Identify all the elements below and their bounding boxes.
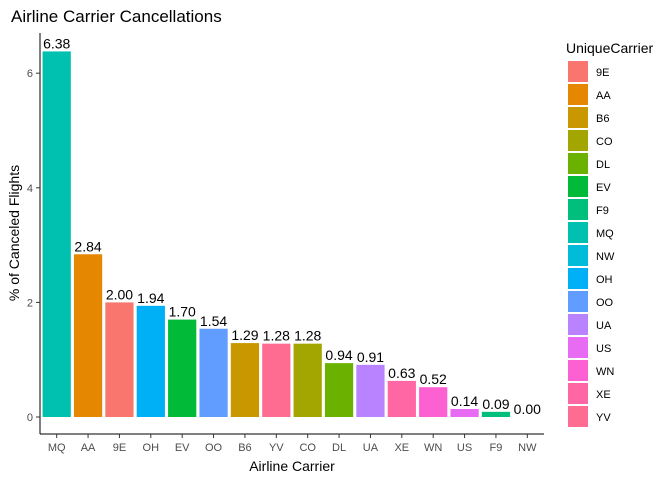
legend-swatch-yv — [568, 406, 588, 427]
legend-label-nw: NW — [596, 251, 615, 263]
y-tick-label: 6 — [27, 68, 33, 80]
bar-dl — [324, 363, 354, 417]
data-label-dl: 0.94 — [325, 347, 352, 363]
legend-label-aa: AA — [596, 90, 611, 102]
legend-label-wn: WN — [596, 366, 614, 378]
legend-swatch-f9 — [568, 199, 588, 220]
legend-swatch-b6 — [568, 107, 588, 128]
legend-swatch-ev — [568, 176, 588, 197]
bar-aa — [73, 254, 103, 417]
legend-label-xe: XE — [596, 389, 611, 401]
x-tick-label: MQ — [48, 442, 66, 454]
data-label-nw: 0.00 — [514, 401, 541, 417]
data-label-9e: 2.00 — [106, 286, 133, 302]
legend-swatch-oh — [568, 268, 588, 289]
x-tick-label: WN — [424, 442, 442, 454]
legend-items: 9E AA B6 CO DL EV F9 MQ NW OH OO UA US WN XE YV — [568, 61, 615, 427]
bar-xe — [387, 380, 416, 417]
data-label-us: 0.14 — [451, 393, 478, 409]
x-tick-label: YV — [269, 442, 284, 454]
chart-title: Airline Carrier Cancellations — [11, 7, 222, 26]
x-tick-label: CO — [299, 442, 316, 454]
legend-swatch-oo — [568, 291, 588, 312]
bar-b6 — [230, 343, 260, 417]
x-tick-label: OO — [205, 442, 223, 454]
x-tick-label: US — [457, 442, 472, 454]
bar-wn — [419, 387, 448, 417]
bar-us — [450, 408, 479, 417]
legend-label-oh: OH — [596, 274, 613, 286]
bar-mq — [42, 51, 71, 418]
bar-ua — [356, 364, 385, 417]
bar-co — [293, 343, 322, 417]
legend-label-f9: F9 — [596, 205, 609, 217]
data-label-ev: 1.70 — [169, 304, 196, 320]
y-tick-label: 2 — [27, 297, 33, 309]
x-tick-label: UA — [363, 442, 379, 454]
legend-label-oo: OO — [596, 297, 614, 309]
legend-swatch-wn — [568, 360, 588, 381]
x-axis-title: Airline Carrier — [249, 458, 335, 474]
x-tick-label: EV — [175, 442, 190, 454]
x-tick-label: XE — [394, 442, 409, 454]
legend-swatch-nw — [568, 245, 588, 266]
legend-swatch-mq — [568, 222, 588, 243]
bars-group — [42, 51, 511, 418]
legend-swatch-aa — [568, 84, 588, 105]
data-label-oo: 1.54 — [200, 313, 227, 329]
bar-f9 — [481, 411, 511, 417]
bar-9e — [105, 302, 134, 417]
x-tick-label: NW — [518, 442, 537, 454]
legend-swatch-dl — [568, 153, 588, 174]
data-label-ua: 0.91 — [357, 349, 384, 365]
legend-label-b6: B6 — [596, 113, 609, 125]
x-tick-label: AA — [81, 442, 96, 454]
legend-label-9e: 9E — [596, 67, 609, 79]
data-label-oh: 1.94 — [137, 290, 164, 306]
data-label-co: 1.28 — [294, 328, 321, 344]
bar-oo — [199, 328, 228, 417]
legend-swatch-9e — [568, 61, 588, 82]
x-tick-label: 9E — [113, 442, 126, 454]
data-label-xe: 0.63 — [388, 365, 415, 381]
data-labels-group: 6.382.842.00 1.941.701.541.29 1.28 1.280.94… — [43, 35, 541, 417]
data-label-aa: 2.84 — [74, 238, 101, 254]
legend-label-co: CO — [596, 136, 613, 148]
legend-swatch-us — [568, 337, 588, 358]
x-tick-label: OH — [143, 442, 160, 454]
legend-label-yv: YV — [596, 412, 611, 424]
x-tick-label: DL — [332, 442, 346, 454]
legend-title: UniqueCarrier — [566, 40, 653, 56]
data-label-yv: 1.28 — [263, 328, 290, 344]
y-tick-label: 0 — [27, 412, 33, 424]
y-tick-label: 4 — [27, 183, 33, 195]
y-axis-title: % of Canceled Flights — [6, 165, 22, 301]
legend-swatch-ua — [568, 314, 588, 335]
data-label-b6: 1.29 — [231, 327, 258, 343]
bar-ev — [168, 319, 197, 417]
legend: UniqueCarrier 9E AA B6 CO DL EV F9 MQ NW OH OO UA US… — [566, 40, 653, 427]
data-label-f9: 0.09 — [482, 396, 509, 412]
y-ticks-group: 0 2 4 6 — [27, 68, 40, 424]
legend-swatch-co — [568, 130, 588, 151]
bar-oh — [136, 305, 165, 417]
legend-label-ua: UA — [596, 320, 612, 332]
legend-label-dl: DL — [596, 159, 610, 171]
bar-yv — [262, 343, 291, 417]
x-tick-label: F9 — [490, 442, 503, 454]
legend-label-mq: MQ — [596, 228, 614, 240]
x-tick-label: B6 — [238, 442, 251, 454]
x-ticks-group: MQ AA 9E OH EV OO B6 YV CO DL UA XE WN US F9 NW — [48, 434, 537, 454]
legend-swatch-xe — [568, 383, 588, 404]
legend-label-ev: EV — [596, 182, 611, 194]
data-label-wn: 0.52 — [420, 371, 447, 387]
data-label-mq: 6.38 — [43, 35, 70, 51]
legend-label-us: US — [596, 343, 611, 355]
